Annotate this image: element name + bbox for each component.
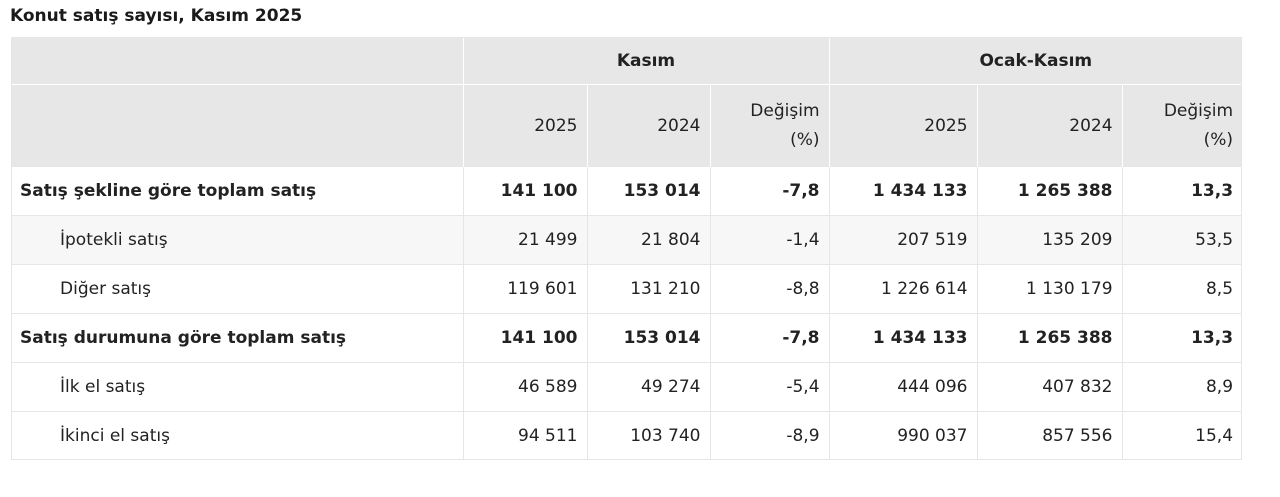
housing-sales-table: Kasım Ocak-Kasım 2025 2024 Değişim (%) 2… [11,37,1243,460]
cell-value: 141 100 [462,313,587,363]
cell-value: 141 100 [462,166,587,216]
cell-value: 15,4 [1121,411,1243,460]
cell-value: 1 434 133 [828,313,978,363]
header-group-kasim: Kasım [462,37,830,85]
table-title: Konut satış sayısı, Kasım 2025 [10,6,303,26]
cell-value: 444 096 [828,362,978,412]
table-row: Satış durumuna göre toplam satış 141 100… [11,313,1243,363]
row-label: Satış durumuna göre toplam satış [11,313,463,363]
header-empty-cell [11,37,463,85]
table-row: İpotekli satış 21 499 21 804 -1,4 207 51… [11,215,1243,265]
cell-value: 131 210 [586,264,710,314]
table-row: İlk el satış 46 589 49 274 -5,4 444 096 … [11,362,1243,412]
cell-value: -5,4 [709,362,830,412]
cell-value: 1 265 388 [976,166,1123,216]
cell-value: 135 209 [976,215,1123,265]
cell-value: 407 832 [976,362,1123,412]
row-label: İpotekli satış [11,215,463,265]
cell-value: -1,4 [709,215,830,265]
cell-value: 1 265 388 [976,313,1123,363]
table-row: İkinci el satış 94 511 103 740 -8,9 990 … [11,411,1243,460]
header-kasim-2025: 2025 [462,84,587,167]
cell-value: 13,3 [1121,313,1243,363]
cell-value: -8,8 [709,264,830,314]
cell-value: 1 130 179 [976,264,1123,314]
cell-value: -8,9 [709,411,830,460]
row-label: Satış şekline göre toplam satış [11,166,463,216]
table-row: Satış şekline göre toplam satış 141 100 … [11,166,1243,216]
cell-value: 1 226 614 [828,264,978,314]
cell-value: 119 601 [462,264,587,314]
cell-value: 49 274 [586,362,710,412]
cell-value: 857 556 [976,411,1123,460]
header-year-row: 2025 2024 Değişim (%) 2025 2024 Değişim … [11,84,1243,167]
cell-value: 53,5 [1121,215,1243,265]
cell-value: 13,3 [1121,166,1243,216]
cell-value: 207 519 [828,215,978,265]
cell-value: 46 589 [462,362,587,412]
row-label: İkinci el satış [11,411,463,460]
cell-value: -7,8 [709,166,830,216]
cell-value: 94 511 [462,411,587,460]
header-kasim-2024: 2024 [586,84,710,167]
cell-value: 8,9 [1121,362,1243,412]
header-ocak-kasim-2024: 2024 [976,84,1123,167]
header-ocak-kasim-2025: 2025 [828,84,978,167]
cell-value: -7,8 [709,313,830,363]
cell-value: 21 499 [462,215,587,265]
header-empty-cell [11,84,463,167]
cell-value: 103 740 [586,411,710,460]
cell-value: 153 014 [586,166,710,216]
cell-value: 21 804 [586,215,710,265]
header-kasim-change: Değişim (%) [709,84,830,167]
header-group-ocak-kasim: Ocak-Kasım [828,37,1243,85]
cell-value: 990 037 [828,411,978,460]
row-label: Diğer satış [11,264,463,314]
table-row: Diğer satış 119 601 131 210 -8,8 1 226 6… [11,264,1243,314]
cell-value: 1 434 133 [828,166,978,216]
cell-value: 153 014 [586,313,710,363]
header-ocak-kasim-change: Değişim (%) [1121,84,1243,167]
header-group-row: Kasım Ocak-Kasım [11,37,1243,85]
cell-value: 8,5 [1121,264,1243,314]
row-label: İlk el satış [11,362,463,412]
